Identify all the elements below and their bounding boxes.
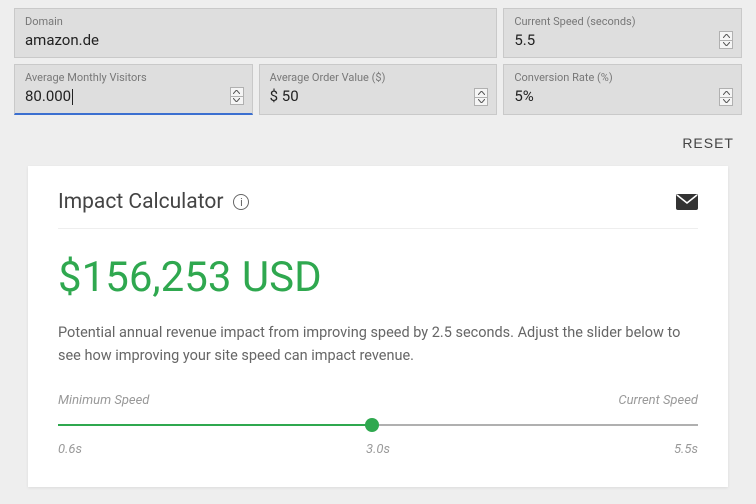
impact-amount: $156,253 USD [58, 253, 698, 302]
visitors-field[interactable]: Average Monthly Visitors 80.000 [14, 64, 253, 115]
conversion-label: Conversion Rate (%) [514, 71, 731, 84]
slider-labels-top: Minimum Speed Current Speed [58, 393, 698, 408]
reset-row: RESET [14, 115, 742, 166]
text-cursor [72, 89, 73, 105]
current-speed-value: 5.5 [514, 31, 731, 49]
current-speed-stepper[interactable] [719, 31, 733, 49]
impact-description: Potential annual revenue impact from imp… [58, 322, 698, 367]
input-grid: Domain amazon.de Current Speed (seconds)… [14, 8, 742, 115]
conversion-stepper[interactable] [719, 88, 733, 106]
chevron-down-icon[interactable] [475, 98, 487, 106]
order-value-value: $ 50 [270, 87, 487, 105]
chevron-up-icon[interactable] [231, 88, 243, 97]
domain-value: amazon.de [25, 31, 486, 49]
slider-mid-value: 3.0s [366, 442, 390, 457]
info-icon[interactable]: i [233, 194, 249, 210]
conversion-field[interactable]: Conversion Rate (%) 5% [503, 64, 742, 115]
reset-button[interactable]: RESET [682, 135, 734, 151]
order-value-field[interactable]: Average Order Value ($) $ 50 [259, 64, 498, 115]
current-speed-label: Current Speed (seconds) [514, 15, 731, 28]
domain-field[interactable]: Domain amazon.de [14, 8, 497, 58]
chevron-up-icon[interactable] [720, 89, 732, 98]
card-header: Impact Calculator i [58, 190, 698, 229]
conversion-value: 5% [514, 87, 731, 105]
current-speed-field[interactable]: Current Speed (seconds) 5.5 [503, 8, 742, 58]
slider-thumb[interactable] [365, 418, 379, 432]
slider-max-value: 5.5s [674, 442, 698, 457]
domain-label: Domain [25, 15, 486, 28]
speed-slider[interactable] [58, 418, 698, 432]
order-value-stepper[interactable] [474, 88, 488, 106]
chevron-down-icon[interactable] [231, 97, 243, 105]
card-title-wrap: Impact Calculator i [58, 190, 249, 214]
impact-card: Impact Calculator i $156,253 USD Potenti… [28, 166, 728, 487]
slider-track-fill [58, 424, 372, 426]
chevron-up-icon[interactable] [720, 32, 732, 41]
chevron-down-icon[interactable] [720, 41, 732, 49]
slider-min-value: 0.6s [58, 442, 82, 457]
chevron-up-icon[interactable] [475, 89, 487, 98]
mail-icon[interactable] [676, 194, 698, 210]
card-title: Impact Calculator [58, 190, 223, 214]
slider-labels-bot: 0.6s 3.0s 5.5s [58, 442, 698, 457]
visitors-stepper[interactable] [230, 87, 244, 105]
visitors-label: Average Monthly Visitors [25, 71, 242, 84]
order-value-label: Average Order Value ($) [270, 71, 487, 84]
chevron-down-icon[interactable] [720, 98, 732, 106]
slider-left-label: Minimum Speed [58, 393, 149, 408]
visitors-value: 80.000 [25, 87, 242, 105]
slider-right-label: Current Speed [618, 393, 698, 408]
